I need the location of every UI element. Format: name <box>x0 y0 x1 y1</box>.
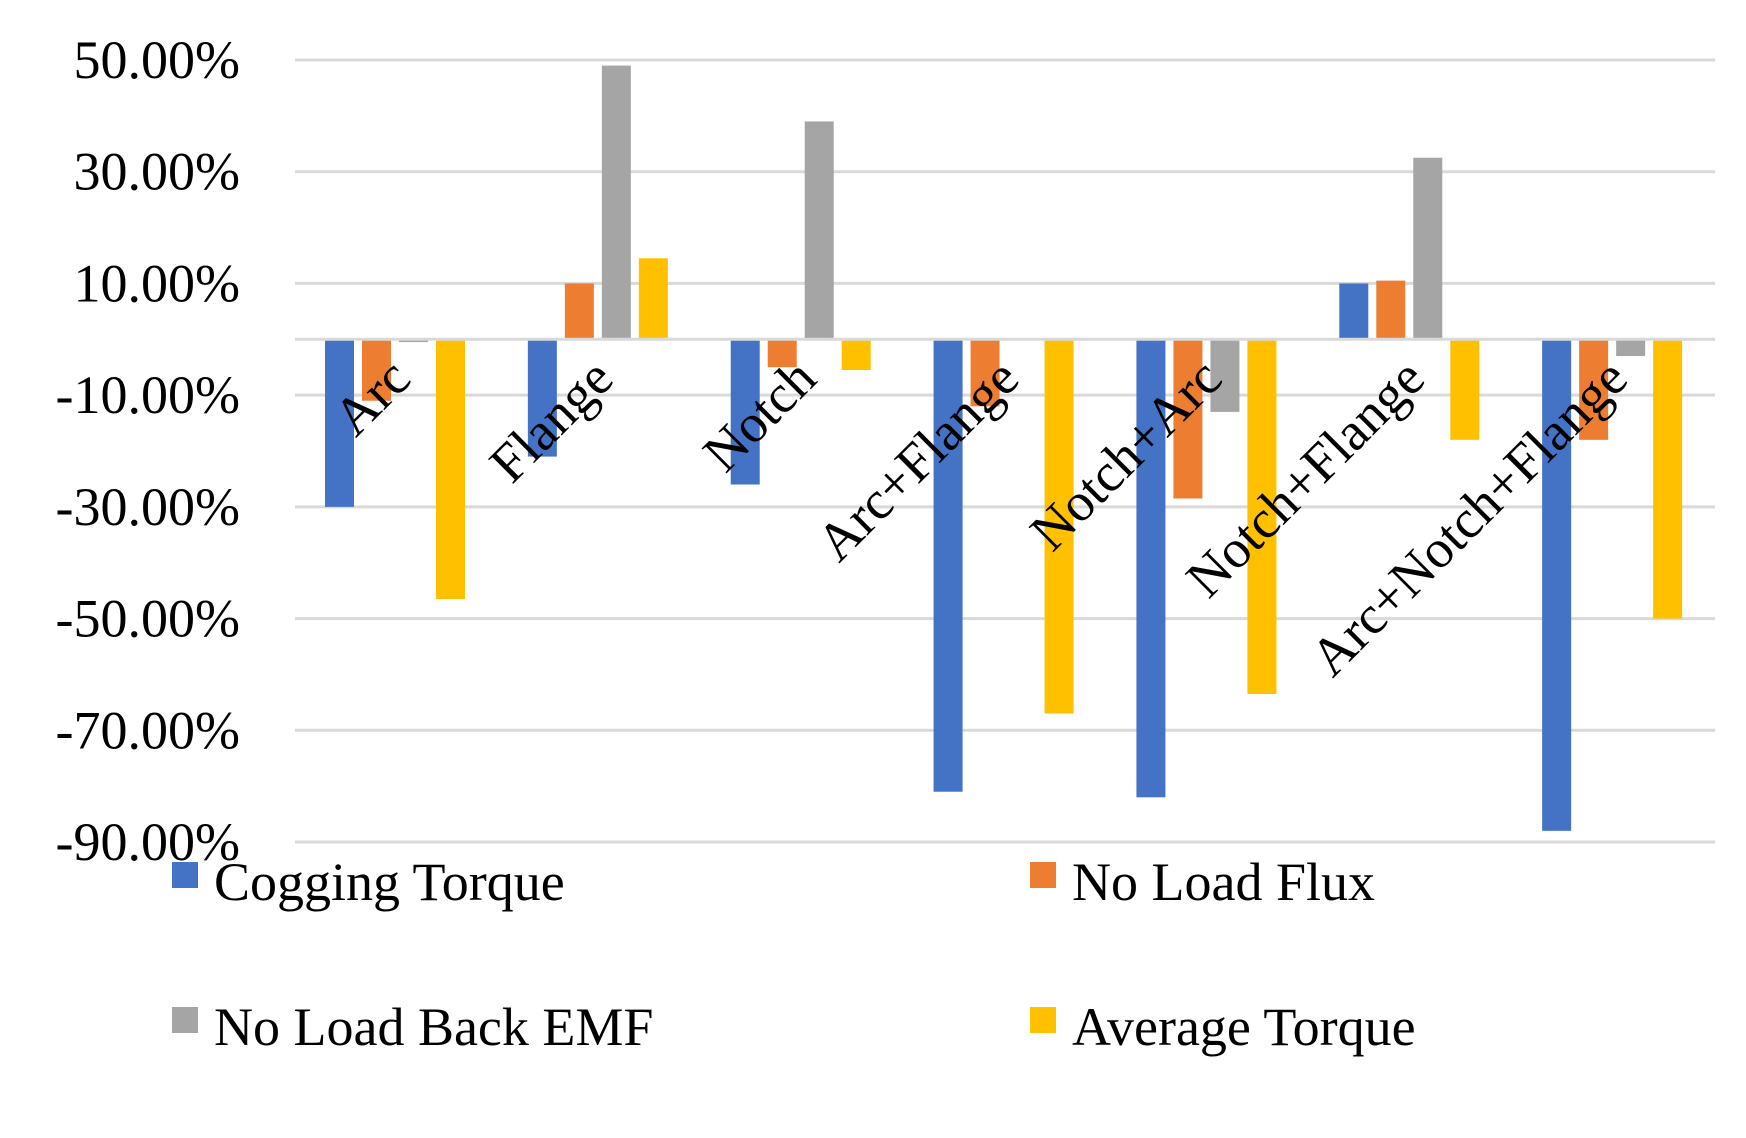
bar-no-load-flux <box>1376 280 1406 340</box>
bar-cogging-torque <box>730 339 760 485</box>
bar-no-load-flux <box>1173 339 1203 499</box>
bar-cogging-torque <box>933 339 963 792</box>
legend-item: No Load Flux <box>1030 852 1375 912</box>
legend-item: Cogging Torque <box>172 852 565 912</box>
y-tick-label: -90.00% <box>56 812 240 872</box>
bar-average-torque <box>1653 339 1683 619</box>
bar-average-torque <box>841 339 871 371</box>
bar-average-torque <box>638 258 668 340</box>
legend-item: Average Torque <box>1030 997 1416 1057</box>
legend-label: No Load Back EMF <box>214 997 653 1057</box>
bar-no-load-flux <box>767 339 797 368</box>
bar-average-torque <box>1450 339 1480 440</box>
legend-label: Cogging Torque <box>214 852 565 912</box>
bar-no-load-back-emf <box>1616 339 1646 357</box>
bar-no-load-back-emf <box>1210 339 1240 412</box>
y-tick-label: 10.00% <box>74 253 240 313</box>
y-tick-label: -30.00% <box>56 477 240 537</box>
legend-item: No Load Back EMF <box>172 997 653 1057</box>
y-tick-label: -10.00% <box>56 365 240 425</box>
legend-label: No Load Flux <box>1072 852 1375 912</box>
legend-swatch <box>1030 862 1056 888</box>
bar-no-load-back-emf <box>804 121 834 340</box>
bar-cogging-torque <box>1542 339 1572 831</box>
y-tick-label: 50.00% <box>74 30 240 90</box>
legend-label: Average Torque <box>1072 997 1416 1057</box>
bar-cogging-torque <box>1339 283 1369 340</box>
bar-no-load-back-emf <box>1413 157 1443 340</box>
y-axis-tick-labels: 50.00% 30.00% 10.00% -10.00% -30.00% -50.00% -… <box>56 30 240 872</box>
bar-no-load-flux <box>970 339 1000 407</box>
bar-no-load-flux <box>564 283 594 340</box>
category-labels: Arc Flange NotchArc+FlangeNotch+ArcNotch+F… <box>322 347 1639 687</box>
category-label: Arc+Flange <box>805 347 1030 572</box>
bar-cogging-torque <box>527 339 557 457</box>
legend-swatch <box>172 1007 198 1033</box>
legend-swatch <box>1030 1007 1056 1033</box>
bar-no-load-back-emf <box>601 65 631 340</box>
bar-cogging-torque <box>1136 339 1166 798</box>
legend: Cogging Torque No Load Flux No Load Back E… <box>172 852 1416 1057</box>
bar-average-torque <box>436 339 465 600</box>
bar-no-load-flux <box>362 339 391 401</box>
y-tick-label: 30.00% <box>74 142 240 202</box>
bars <box>325 65 1683 831</box>
bar-cogging-torque <box>325 339 354 507</box>
y-tick-label: -70.00% <box>56 700 240 760</box>
legend-swatch <box>172 862 198 888</box>
y-tick-label: -50.00% <box>56 589 240 649</box>
bar-average-torque <box>1247 339 1277 694</box>
bar-average-torque <box>1044 339 1074 714</box>
bar-no-load-flux <box>1579 339 1609 440</box>
